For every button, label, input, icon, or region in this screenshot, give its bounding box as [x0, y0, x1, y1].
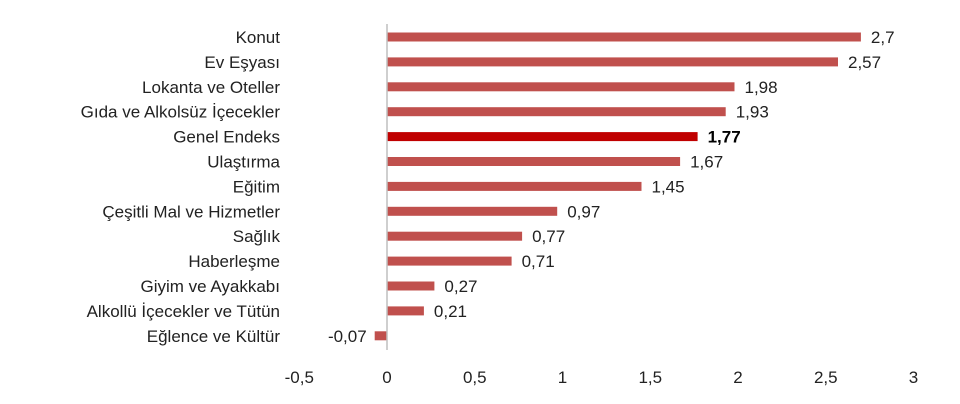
value-labels: 2,7 2,57 1,98 1,93 1,77 1,67 1,45 0,970,77 0,71 0… — [328, 28, 895, 346]
value-label: 0,77 — [532, 227, 565, 246]
x-tick-label: 3 — [909, 368, 918, 387]
category-label: Giyim ve Ayakkabı — [140, 277, 280, 296]
category-label: Lokanta ve Oteller — [142, 78, 280, 97]
bar — [387, 107, 726, 117]
category-label: Konut — [236, 28, 281, 47]
x-axis: -0,5 0 0,5 1 1,5 2 2,5 3 — [285, 24, 918, 387]
value-label: 1,77 — [708, 128, 741, 147]
value-label: 1,93 — [736, 103, 769, 122]
bar — [387, 306, 424, 316]
bars-layer — [374, 32, 861, 341]
bar — [387, 157, 681, 166]
bar — [387, 231, 523, 241]
category-labels: Konut Ev Eşyası Lokanta ve Oteller Gıda ve … — [81, 28, 281, 346]
category-label: Çeşitli Mal ve Hizmetler — [102, 202, 280, 221]
value-label: 0,21 — [434, 302, 467, 321]
x-tick-label: 2 — [733, 368, 742, 387]
category-label: Genel Endeks — [173, 128, 280, 147]
x-tick-label: 2,5 — [814, 368, 838, 387]
value-label: -0,07 — [328, 327, 367, 346]
value-label: 0,27 — [444, 277, 477, 296]
x-tick-label: 0,5 — [463, 368, 487, 387]
x-tick-label: -0,5 — [285, 368, 314, 387]
bar — [387, 181, 642, 191]
bar — [387, 132, 698, 142]
bar — [387, 206, 558, 216]
category-label: Haberleşme — [188, 252, 280, 271]
category-label: Sağlık — [233, 227, 281, 246]
x-tick-label: 0 — [382, 368, 391, 387]
bar — [387, 256, 512, 266]
x-tick-label: 1 — [558, 368, 567, 387]
category-label: Eğitim — [233, 177, 280, 196]
bar — [387, 82, 735, 92]
value-label: 2,57 — [848, 53, 881, 72]
bar — [387, 57, 838, 67]
value-label: 2,7 — [871, 28, 895, 47]
value-label: 1,45 — [652, 177, 685, 196]
value-label: 0,97 — [567, 202, 600, 221]
bar — [387, 32, 861, 42]
category-label: Gıda ve Alkolsüz İçecekler — [81, 103, 281, 122]
bar — [387, 281, 435, 291]
value-label: 1,98 — [745, 78, 778, 97]
x-tick-label: 1,5 — [638, 368, 662, 387]
category-label: Alkollü İçecekler ve Tütün — [87, 302, 280, 321]
value-label: 0,71 — [522, 252, 555, 271]
category-label: Eğlence ve Kültür — [147, 327, 281, 346]
bar — [374, 331, 387, 341]
category-label: Ev Eşyası — [204, 53, 280, 72]
category-label: Ulaştırma — [207, 153, 280, 172]
value-label: 1,67 — [690, 153, 723, 172]
